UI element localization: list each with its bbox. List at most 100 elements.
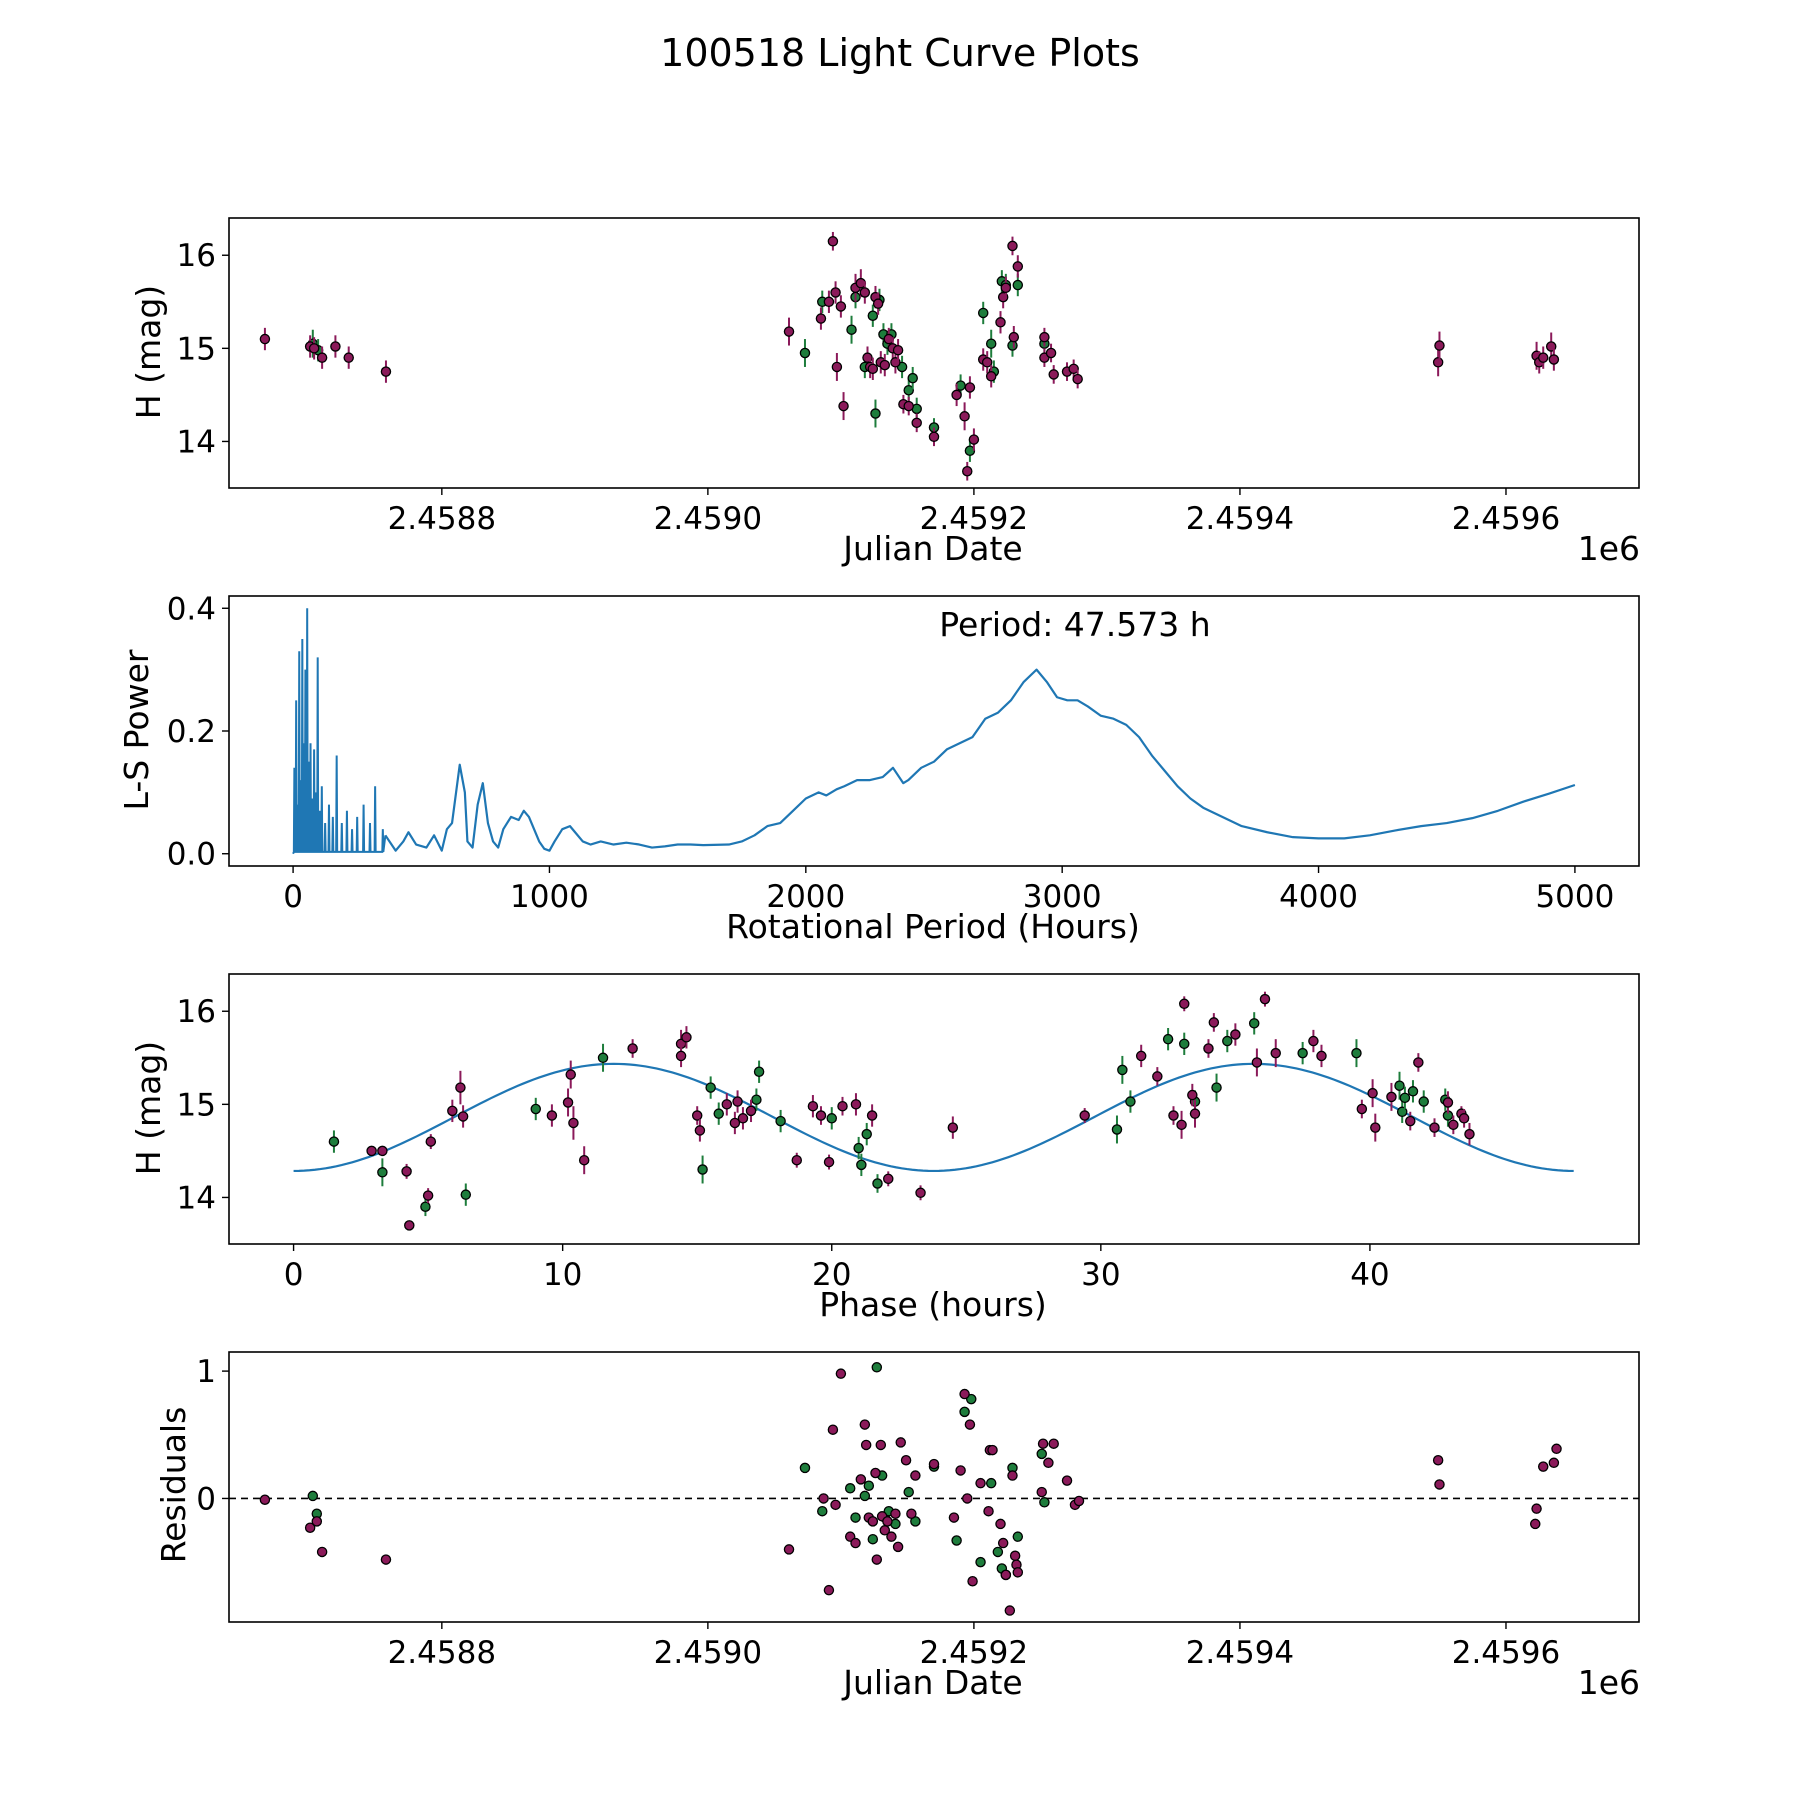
residuals-y-tick-label: 0 (196, 1481, 216, 1517)
residuals-data-point (870, 1467, 881, 1479)
residuals-data-point (875, 1439, 887, 1451)
residuals-data-point (850, 1512, 861, 1523)
lightcurve-data-point (903, 400, 914, 412)
residuals-data-point (1012, 1567, 1024, 1578)
phasefold-data-point (1442, 1097, 1454, 1108)
phasefold-y-tick-label: 16 (177, 994, 216, 1030)
phasefold-data-point (751, 1094, 762, 1105)
phasefold-data-point (530, 1103, 542, 1115)
period-annotation: Period: 47.573 h (939, 605, 1210, 644)
phasefold-y-tick-label: 14 (177, 1180, 216, 1216)
residuals-data-point (997, 1537, 1009, 1549)
phasefold-data-point (1308, 1035, 1319, 1047)
residuals-data-point (906, 1508, 917, 1519)
phasefold-data-point (1386, 1091, 1397, 1103)
phasefold-data-point (753, 1066, 765, 1078)
phasefold-data-point (775, 1115, 786, 1127)
lightcurve-data-point (1039, 331, 1050, 343)
lightcurve-data-point (964, 382, 976, 393)
residuals-data-point (860, 1439, 872, 1451)
lightcurve-x-tick-label: 2.4596 (1452, 501, 1560, 537)
residuals-data-point (959, 1388, 970, 1400)
phasefold-data-point (447, 1105, 458, 1117)
residuals-data-point (311, 1516, 323, 1527)
lightcurve-data-point (859, 287, 871, 298)
phasefold-data-point (872, 1178, 883, 1189)
residuals-data-point (1036, 1486, 1047, 1498)
phasefold-data-point (1356, 1103, 1368, 1115)
phasefold-data-point (850, 1099, 862, 1110)
residuals-data-point (900, 1455, 912, 1466)
phasefold-data-point (457, 1111, 469, 1122)
residuals-data-point (1048, 1438, 1059, 1449)
phasefold-data-point (883, 1173, 894, 1185)
lightcurve-data-point (1007, 240, 1018, 252)
periodogram-x-axis-label: Rotational Period (Hours) (726, 907, 1140, 946)
residuals-x-tick-label: 2.4590 (654, 1635, 762, 1671)
phasefold-data-point (1178, 998, 1190, 1010)
periodogram-x-tick-label: 4000 (1279, 879, 1358, 915)
lightcurve-x-tick-label: 2.4592 (920, 501, 1028, 537)
residuals-data-point (967, 1575, 978, 1587)
residuals-data-point (259, 1494, 271, 1505)
phasefold-data-point (578, 1154, 590, 1166)
residuals-data-point (1039, 1497, 1050, 1508)
lightcurve-data-point (823, 296, 835, 308)
lightcurve-data-point (831, 361, 843, 373)
residuals-data-point (964, 1419, 976, 1430)
residuals-data-point (928, 1458, 940, 1470)
residuals-data-point (959, 1406, 970, 1418)
phasefold-data-point (729, 1117, 741, 1129)
lightcurve-data-point (1045, 347, 1057, 359)
lightcurve-data-point (892, 344, 904, 356)
phasefold-data-point (713, 1108, 724, 1119)
residuals-data-point (818, 1493, 829, 1504)
phasefold-data-point (853, 1142, 864, 1154)
residuals-data-point (867, 1516, 879, 1527)
phasefold-data-point (401, 1166, 412, 1177)
residuals-y-tick-label: 1 (196, 1354, 216, 1390)
phasefold-x-axis-label: Phase (hours) (819, 1285, 1047, 1324)
residuals-data-point (859, 1490, 871, 1502)
phasefold-x-tick-label: 10 (543, 1257, 582, 1293)
phasefold-data-point (627, 1043, 638, 1054)
phasefold-x-tick-label: 30 (1081, 1257, 1120, 1293)
residuals-data-point (1007, 1470, 1018, 1481)
lightcurve-data-point (879, 359, 891, 371)
phasefold-data-point (1399, 1092, 1411, 1104)
lightcurve-x-tick-label: 2.4590 (654, 501, 762, 537)
residuals-data-point (316, 1546, 328, 1558)
lightcurve-data-point (308, 343, 320, 354)
periodogram-power-line (384, 668, 1576, 852)
lightcurve-data-point (995, 317, 1006, 328)
residuals-data-point (850, 1537, 861, 1549)
phasefold-data-point (1270, 1047, 1281, 1059)
periodogram-y-tick-label: 0.0 (167, 837, 216, 873)
lightcurve-data-point (1537, 352, 1549, 363)
residuals-x-tick-label: 2.4592 (920, 1635, 1028, 1671)
residuals-data-point (380, 1554, 392, 1565)
lightcurve-data-point (846, 324, 857, 335)
phasefold-data-point (1135, 1050, 1147, 1062)
phasefold-data-point (1178, 1038, 1190, 1050)
residuals-data-point (987, 1444, 998, 1456)
phasefold-data-point (1413, 1057, 1424, 1068)
phasefold-data-point (328, 1136, 340, 1147)
residuals-x-tick-label: 2.4588 (388, 1635, 496, 1671)
residuals-data-point (910, 1470, 921, 1481)
phasefold-data-point (597, 1052, 609, 1064)
lightcurve-data-point (1000, 282, 1012, 294)
lightcurve-data-point (830, 287, 841, 298)
residuals-data-point (835, 1368, 847, 1379)
phasefold-data-point (1464, 1128, 1475, 1140)
residuals-x-tick-label: 2.4596 (1452, 1635, 1560, 1671)
phasefold-data-point (721, 1099, 733, 1110)
phasefold-data-point (1189, 1108, 1201, 1119)
residuals-data-point (1548, 1457, 1560, 1469)
phasefold-data-point (1111, 1124, 1123, 1135)
phasefold-data-point (455, 1082, 466, 1093)
phasefold-data-point (460, 1189, 472, 1200)
phasefold-data-point (1079, 1110, 1090, 1121)
residuals-data-point (844, 1483, 856, 1494)
